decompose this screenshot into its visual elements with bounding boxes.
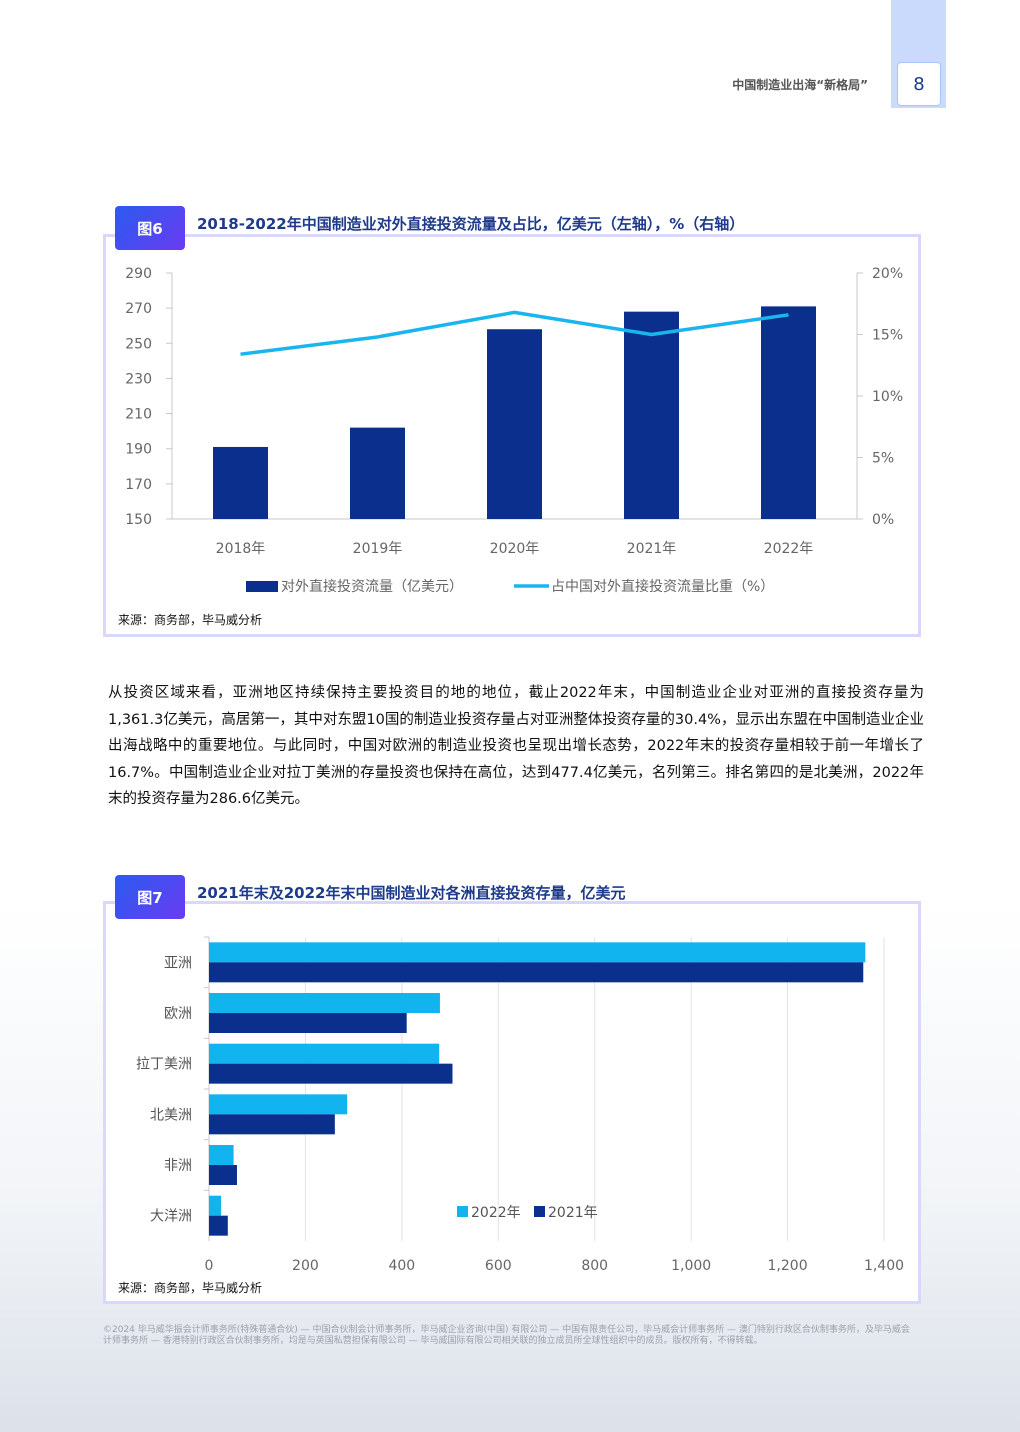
right-axis-tick-label: 0% <box>872 512 894 528</box>
x-axis-tick-label: 2020年 <box>490 541 540 557</box>
x-axis-tick-label: 2018年 <box>216 541 266 557</box>
legend-label-2021: 2021年 <box>548 1205 598 1221</box>
x-axis-tick-label: 800 <box>581 1258 608 1274</box>
figure7-title: 2021年末及2022年末中国制造业对各洲直接投资存量，亿美元 <box>197 884 626 902</box>
y-axis-category-label: 北美洲 <box>150 1107 192 1123</box>
bar-2018年 <box>213 446 268 519</box>
bar-2022-欧洲 <box>209 993 440 1013</box>
page-number: 8 <box>897 62 941 106</box>
left-axis-tick-label: 210 <box>125 407 152 423</box>
x-axis-tick-label: 2021年 <box>627 541 677 557</box>
x-axis-tick-label: 600 <box>485 1258 512 1274</box>
bar-2022-非洲 <box>209 1145 234 1165</box>
y-axis-category-label: 大洋洲 <box>150 1209 192 1225</box>
x-axis-tick-label: 0 <box>205 1258 214 1274</box>
y-axis-category-label: 拉丁美洲 <box>136 1057 192 1073</box>
x-axis-tick-label: 1,200 <box>768 1258 808 1274</box>
bar-2021-北美洲 <box>209 1114 335 1135</box>
bar-2020年 <box>487 329 542 519</box>
legend-label-line: 占中国对外直接投资流量比重（%） <box>551 578 774 595</box>
left-axis-tick-label: 290 <box>125 266 152 282</box>
left-axis-tick-label: 170 <box>125 477 152 493</box>
legend-swatch-2021 <box>534 1206 545 1217</box>
legend-label-2022: 2022年 <box>471 1205 521 1221</box>
bar-2019年 <box>350 427 405 519</box>
bar-2021-亚洲 <box>209 962 864 983</box>
figure6-chart: 290 270 250 230 210 190 170 150 20% 15% 10% 5% 0% 201… <box>125 266 903 595</box>
bar-2021-欧洲 <box>209 1013 407 1033</box>
right-axis-tick-label: 10% <box>872 389 903 405</box>
figure7-source: 来源：商务部，毕马威分析 <box>118 1281 263 1295</box>
right-axis-tick-label: 5% <box>872 451 894 467</box>
bar-2022-拉丁美洲 <box>209 1043 440 1064</box>
left-axis-tick-label: 190 <box>125 442 152 458</box>
x-axis-tick-label: 2022年 <box>764 541 814 557</box>
x-axis-tick-label: 1,400 <box>864 1258 904 1274</box>
x-axis-tick-label: 400 <box>388 1258 415 1274</box>
running-head: 中国制造业出海“新格局” <box>732 78 868 92</box>
y-axis-category-label: 欧洲 <box>164 1006 192 1022</box>
bar-2021年 <box>624 311 679 519</box>
copyright-footer: ©2024 毕马威华振会计师事务所(特殊普通合伙) — 中国合伙制会计师事务所，… <box>103 1325 910 1346</box>
x-axis-tick-label: 2019年 <box>353 541 403 557</box>
bar-2021-大洋洲 <box>209 1215 228 1236</box>
left-axis-tick-label: 270 <box>125 301 152 317</box>
share-line <box>240 310 789 356</box>
body-paragraph: 从投资区域来看，亚洲地区持续保持主要投资目的地的地位，截止2022年末，中国制造… <box>108 685 924 807</box>
x-axis-tick-label: 1,000 <box>671 1258 711 1274</box>
figure7-badge: 图7 <box>115 875 185 919</box>
figure6-source: 来源：商务部，毕马威分析 <box>118 613 263 627</box>
figure6-title: 2018-2022年中国制造业对外直接投资流量及占比，亿美元（左轴），%（右轴） <box>197 215 745 233</box>
left-axis-tick-label: 150 <box>125 512 152 528</box>
legend-swatch-2022 <box>457 1206 468 1217</box>
bar-2021-拉丁美洲 <box>209 1063 453 1084</box>
right-axis-tick-label: 15% <box>872 328 903 344</box>
bar-2022-北美洲 <box>209 1094 348 1115</box>
figure7-chart: 0 200 400 600 800 1,000 1,200 1,400 亚洲欧洲拉丁美洲北美洲非… <box>136 936 904 1274</box>
figure6-badge: 图6 <box>115 206 185 250</box>
left-axis-tick-label: 250 <box>125 336 152 352</box>
x-axis-tick-label: 200 <box>292 1258 319 1274</box>
bar-2022年 <box>761 306 816 519</box>
bar-2022-大洋洲 <box>209 1195 222 1216</box>
left-axis-tick-label: 230 <box>125 371 152 387</box>
right-axis-tick-label: 20% <box>872 266 903 282</box>
y-axis-category-label: 非洲 <box>164 1158 192 1174</box>
bar-2021-非洲 <box>209 1165 237 1185</box>
legend-swatch-bar <box>246 581 278 592</box>
bar-2022-亚洲 <box>209 942 866 963</box>
legend-label-bar: 对外直接投资流量（亿美元） <box>281 578 463 595</box>
y-axis-category-label: 亚洲 <box>164 955 192 971</box>
